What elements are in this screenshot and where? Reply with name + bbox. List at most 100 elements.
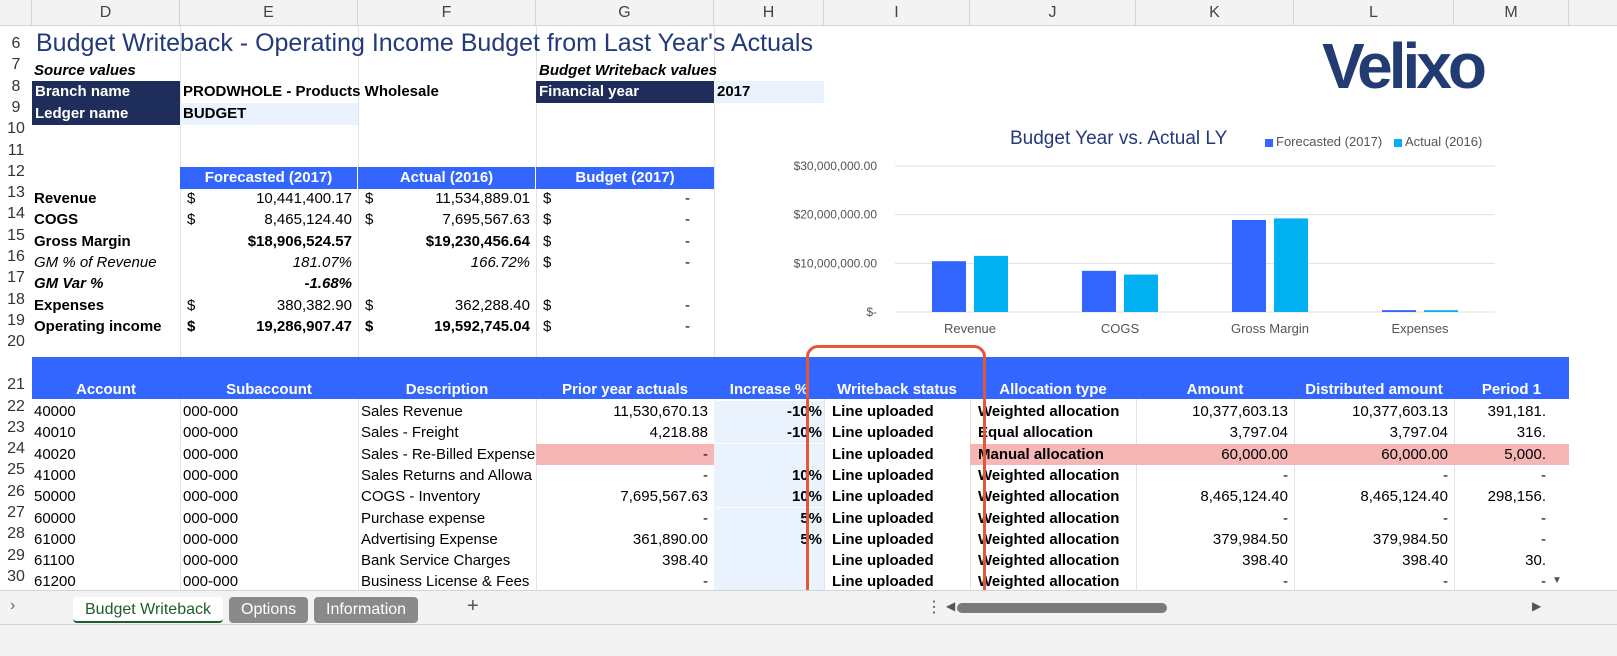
- add-sheet-icon[interactable]: +: [467, 595, 479, 617]
- amount-cell[interactable]: -: [1283, 573, 1288, 590]
- column-header-g[interactable]: G: [536, 0, 714, 26]
- subaccount-cell[interactable]: 000-000: [183, 552, 239, 569]
- account-cell[interactable]: 50000: [34, 488, 76, 505]
- column-header-i[interactable]: I: [824, 0, 970, 26]
- prior-year-cell[interactable]: 4,218.88: [649, 424, 708, 441]
- increase-cell[interactable]: 5%: [800, 531, 822, 548]
- subaccount-cell[interactable]: 000-000: [183, 446, 239, 463]
- distributed-amount-cell[interactable]: -: [1443, 510, 1448, 527]
- subaccount-cell[interactable]: 000-000: [183, 510, 239, 527]
- account-cell[interactable]: 61100: [34, 552, 75, 569]
- row-header[interactable]: 24: [7, 440, 25, 458]
- row-header[interactable]: 18: [7, 290, 25, 308]
- amount-cell[interactable]: 8,465,124.40: [1200, 488, 1288, 505]
- prior-year-cell[interactable]: -: [703, 446, 708, 463]
- row-header[interactable]: 21: [7, 375, 25, 393]
- column-header-d[interactable]: D: [32, 0, 180, 26]
- row-header[interactable]: 27: [7, 504, 25, 521]
- description-cell[interactable]: Sales - Freight: [361, 424, 459, 441]
- tab-budget-writeback[interactable]: Budget Writeback: [73, 597, 223, 623]
- subaccount-cell[interactable]: 000-000: [183, 424, 239, 441]
- row-header[interactable]: 22: [7, 397, 25, 415]
- branch-name-value[interactable]: PRODWHOLE - Products Wholesale: [183, 83, 439, 100]
- amount-cell[interactable]: 60,000.00: [1221, 446, 1288, 463]
- allocation-type-cell[interactable]: Weighted allocation: [978, 531, 1120, 548]
- distributed-amount-cell[interactable]: 398.40: [1402, 552, 1448, 569]
- account-cell[interactable]: 41000: [34, 467, 76, 484]
- distributed-amount-cell[interactable]: 60,000.00: [1381, 446, 1448, 463]
- period-1-cell[interactable]: 30.: [1525, 552, 1546, 569]
- row-header[interactable]: 29: [7, 546, 25, 564]
- column-header-j[interactable]: J: [970, 0, 1136, 26]
- description-cell[interactable]: Purchase expense: [361, 510, 486, 527]
- row-header[interactable]: 6: [11, 35, 21, 52]
- row-header[interactable]: 26: [7, 482, 25, 500]
- distributed-amount-cell[interactable]: -: [1443, 573, 1448, 590]
- distributed-amount-cell[interactable]: 10,377,603.13: [1352, 403, 1448, 420]
- budget-chart[interactable]: $- $10,000,000.00 $20,000,000.00 $30,000,00…: [760, 150, 1520, 345]
- column-header-f[interactable]: F: [358, 0, 536, 26]
- period-1-cell[interactable]: -: [1541, 467, 1546, 484]
- description-cell[interactable]: Business License & Fees: [361, 573, 530, 590]
- account-cell[interactable]: 61000: [34, 531, 76, 548]
- row-header[interactable]: 23: [7, 418, 25, 436]
- writeback-status-cell[interactable]: Line uploaded: [832, 552, 934, 569]
- prior-year-cell[interactable]: 11,530,670.13: [613, 403, 708, 420]
- distributed-amount-cell[interactable]: -: [1443, 467, 1448, 484]
- column-header-m[interactable]: M: [1454, 0, 1569, 26]
- allocation-type-cell[interactable]: Weighted allocation: [978, 510, 1120, 527]
- allocation-type-cell[interactable]: Weighted allocation: [978, 467, 1120, 484]
- writeback-status-cell[interactable]: Line uploaded: [832, 531, 934, 548]
- allocation-type-cell[interactable]: Weighted allocation: [978, 552, 1120, 569]
- row-header[interactable]: 11: [7, 141, 25, 159]
- account-cell[interactable]: 40000: [34, 403, 76, 420]
- description-cell[interactable]: Sales Returns and Allowa: [361, 467, 532, 484]
- horizontal-scrollbar[interactable]: [957, 603, 1167, 613]
- increase-cell[interactable]: -10%: [786, 403, 822, 420]
- subaccount-cell[interactable]: 000-000: [183, 467, 239, 484]
- row-header[interactable]: 19: [7, 311, 25, 329]
- description-cell[interactable]: Bank Service Charges: [361, 552, 511, 569]
- scroll-right-icon[interactable]: ▶: [1532, 599, 1542, 613]
- row-header[interactable]: 25: [7, 461, 25, 479]
- select-all-corner[interactable]: [0, 0, 32, 26]
- period-1-cell[interactable]: -: [1541, 510, 1546, 527]
- scroll-left-icon[interactable]: ◀: [946, 599, 956, 613]
- increase-cell[interactable]: -10%: [786, 424, 822, 441]
- prior-year-cell[interactable]: -: [703, 467, 708, 484]
- amount-cell[interactable]: -: [1283, 510, 1288, 527]
- row-header[interactable]: 9: [11, 98, 21, 116]
- row-header[interactable]: 7: [11, 56, 21, 74]
- allocation-type-cell[interactable]: Weighted allocation: [978, 403, 1120, 420]
- allocation-type-cell[interactable]: Weighted allocation: [978, 573, 1120, 590]
- tab-options[interactable]: Options: [229, 597, 309, 623]
- distributed-amount-cell[interactable]: 379,984.50: [1372, 531, 1448, 548]
- prior-year-cell[interactable]: 7,695,567.63: [620, 488, 708, 505]
- prior-year-cell[interactable]: -: [703, 573, 708, 590]
- account-cell[interactable]: 60000: [34, 510, 76, 527]
- amount-cell[interactable]: 398.40: [1242, 552, 1288, 569]
- increase-cell[interactable]: 5%: [800, 510, 822, 527]
- row-header[interactable]: 16: [7, 248, 25, 265]
- writeback-status-cell[interactable]: Line uploaded: [832, 424, 934, 441]
- column-header-h[interactable]: H: [714, 0, 824, 26]
- writeback-status-cell[interactable]: Line uploaded: [832, 488, 934, 505]
- account-cell[interactable]: 40020: [34, 446, 76, 463]
- description-cell[interactable]: Sales Revenue: [361, 403, 463, 420]
- row-header[interactable]: 30: [7, 567, 25, 585]
- account-cell[interactable]: 40010: [34, 424, 76, 441]
- distributed-amount-cell[interactable]: 8,465,124.40: [1360, 488, 1448, 505]
- amount-cell[interactable]: 10,377,603.13: [1192, 403, 1288, 420]
- writeback-status-cell[interactable]: Line uploaded: [832, 573, 934, 590]
- period-1-cell[interactable]: -: [1541, 573, 1546, 590]
- row-header[interactable]: 10: [7, 120, 25, 138]
- description-cell[interactable]: COGS - Inventory: [361, 488, 481, 505]
- subaccount-cell[interactable]: 000-000: [183, 573, 239, 590]
- column-header-e[interactable]: E: [180, 0, 358, 26]
- subaccount-cell[interactable]: 000-000: [183, 403, 239, 420]
- column-header-k[interactable]: K: [1136, 0, 1294, 26]
- ledger-name-value[interactable]: BUDGET: [180, 103, 358, 125]
- writeback-status-cell[interactable]: Line uploaded: [832, 403, 934, 420]
- subaccount-cell[interactable]: 000-000: [183, 488, 239, 505]
- row-header[interactable]: 12: [7, 162, 25, 180]
